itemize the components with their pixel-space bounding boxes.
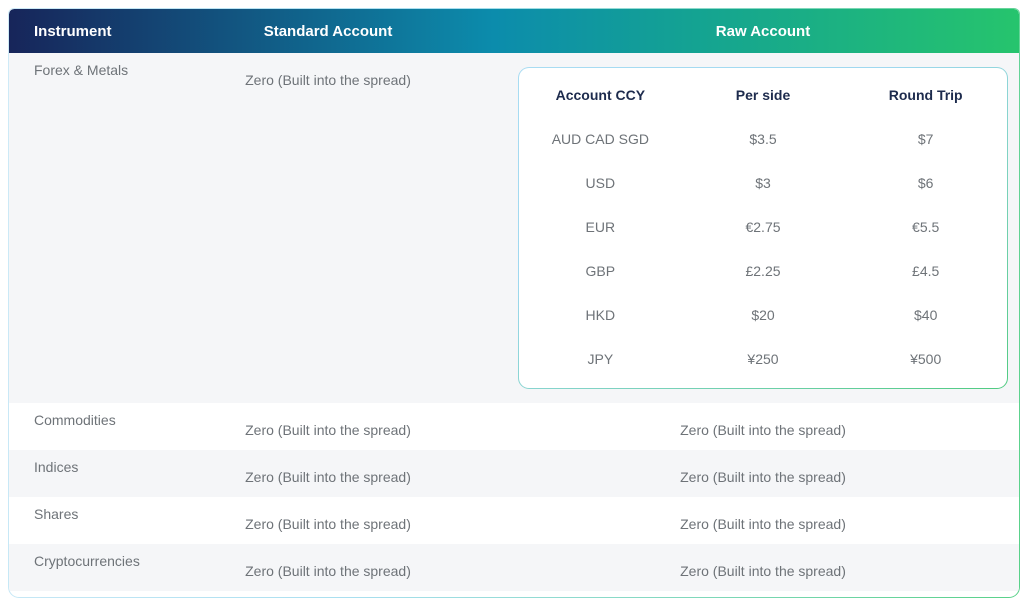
raw-commissions-table: Account CCY Per side Round Trip AUD CAD … — [518, 67, 1008, 389]
raw-column-header-per-side: Per side — [735, 87, 791, 103]
per-side-value: $20 — [751, 307, 775, 323]
raw-table-header-row: Account CCY Per side Round Trip — [519, 73, 1007, 117]
round-trip-value: $7 — [917, 131, 934, 147]
raw-table-row-gbp: GBP £2.25 £4.5 — [519, 249, 1007, 293]
currency-label: HKD — [585, 307, 616, 323]
round-trip-value: $6 — [917, 175, 934, 191]
per-side-value: $3 — [755, 175, 771, 191]
column-header-instrument: Instrument — [34, 22, 112, 40]
currency-label: EUR — [585, 219, 616, 235]
raw-account-cell: Account CCY Per side Round Trip AUD CAD … — [507, 53, 1019, 403]
raw-table-row-eur: EUR €2.75 €5.5 — [519, 205, 1007, 249]
raw-table-row-aud-cad-sgd: AUD CAD SGD $3.5 $7 — [519, 117, 1007, 161]
currency-label: JPY — [587, 351, 614, 367]
raw-table-row-usd: USD $3 $6 — [519, 161, 1007, 205]
table-row-forex-metals: Forex & Metals Zero (Built into the spre… — [9, 53, 1019, 403]
instrument-label: Shares — [34, 506, 79, 522]
instrument-label: Forex & Metals — [34, 62, 129, 78]
round-trip-value: $40 — [914, 307, 938, 323]
round-trip-value: ¥500 — [910, 351, 942, 367]
raw-table-row-hkd: HKD $20 $40 — [519, 293, 1007, 337]
raw-column-header-round-trip: Round Trip — [888, 87, 963, 103]
standard-account-value: Zero (Built into the spread) — [245, 469, 411, 485]
column-header-raw-account: Raw Account — [715, 22, 811, 40]
per-side-value: €2.75 — [745, 219, 781, 235]
instrument-label: Indices — [34, 459, 79, 475]
raw-account-value: Zero (Built into the spread) — [680, 516, 846, 532]
standard-account-value: Zero (Built into the spread) — [245, 516, 411, 532]
raw-column-header-account-ccy: Account CCY — [555, 87, 646, 103]
per-side-value: ¥250 — [747, 351, 779, 367]
currency-label: AUD CAD SGD — [551, 131, 649, 147]
currency-label: GBP — [585, 263, 616, 279]
standard-account-value: Zero (Built into the spread) — [245, 422, 411, 438]
table-header-row: Instrument Standard Account Raw Account — [9, 9, 1019, 53]
raw-account-value: Zero (Built into the spread) — [680, 422, 846, 438]
table-row-commodities: Commodities Zero (Built into the spread)… — [9, 403, 1019, 450]
raw-table-row-jpy: JPY ¥250 ¥500 — [519, 337, 1007, 381]
standard-account-value: Zero (Built into the spread) — [245, 563, 411, 579]
commissions-pricing-table: Instrument Standard Account Raw Account … — [8, 8, 1020, 598]
instrument-label: Cryptocurrencies — [34, 553, 140, 569]
standard-account-value: Zero (Built into the spread) — [245, 72, 411, 88]
instrument-label: Commodities — [34, 412, 116, 428]
table-row-shares: Shares Zero (Built into the spread) Zero… — [9, 497, 1019, 544]
currency-label: USD — [585, 175, 616, 191]
round-trip-value: €5.5 — [912, 219, 940, 235]
raw-account-value: Zero (Built into the spread) — [680, 563, 846, 579]
table-row-cryptocurrencies: Cryptocurrencies Zero (Built into the sp… — [9, 544, 1019, 591]
table-body: Instrument Standard Account Raw Account … — [9, 9, 1019, 597]
round-trip-value: £4.5 — [912, 263, 940, 279]
column-header-standard-account: Standard Account — [263, 22, 393, 40]
per-side-value: $3.5 — [749, 131, 777, 147]
per-side-value: £2.25 — [745, 263, 781, 279]
table-row-indices: Indices Zero (Built into the spread) Zer… — [9, 450, 1019, 497]
raw-account-value: Zero (Built into the spread) — [680, 469, 846, 485]
